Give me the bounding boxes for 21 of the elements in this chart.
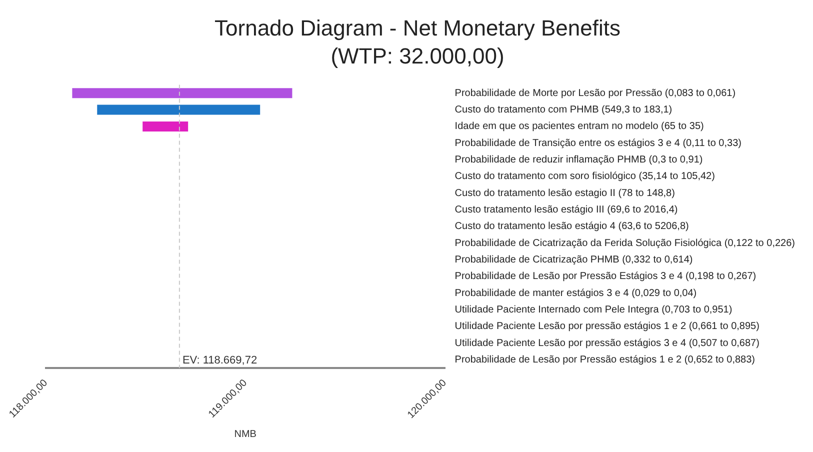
y-tick-label: Probabilidade de Cicatrização da Ferida Solução Fisiológica (0,122 to 0,226) [454, 238, 796, 249]
y-tick-label: Utilidade Paciente Lesão por pressão estágios 1 e 2 (0,661 to 0,895) [454, 321, 760, 332]
y-tick-label: Probabilidade de Lesão por Pressão estágios 1 e 2 (0,652 to 0,883) [454, 354, 756, 366]
y-tick-label: Probabilidade de Cicatrização PHMB (0,332 to 0,614) [454, 254, 693, 266]
y-tick-label: Custo do tratamento com soro fisiológico (35,14 to 105,42) [454, 171, 715, 182]
y-tick-label: Idade em que os pacientes entram no modelo (65 to 35) [454, 121, 704, 132]
chart-subtitle: (WTP: 32.000,00) [330, 44, 504, 69]
y-tick-label: Probabilidade de Lesão por Pressão Estágios 3 e 4 (0,198 to 0,267) [454, 271, 756, 282]
y-tick-label: Custo do tratamento com PHMB (549,3 to 183,1) [454, 104, 672, 116]
y-tick-label: Probabilidade de manter estágios 3 e 4 (0,029 to 0,04) [454, 288, 697, 299]
x-axis-title: NMB [234, 428, 257, 440]
y-tick-label: Probabilidade de Morte por Lesão por Pressão (0,083 to 0,061) [454, 88, 736, 99]
y-tick-label: Utilidade Paciente Internado com Pele Integra (0,703 to 0,951) [454, 304, 732, 316]
chart-title: Tornado Diagram - Net Monetary Benefits [214, 15, 620, 40]
y-tick-label: Probabilidade de reduzir inflamação PHMB (0,3 to 0,91) [454, 154, 703, 166]
ref-line-label: EV: 118.669,72 [182, 354, 258, 367]
y-tick-label: Custo tratamento lesão estágio III (69,6 to 2016,4) [454, 204, 678, 216]
y-tick-label: Custo do tratamento lesão estágio 4 (63,6 to 5206,8) [454, 221, 689, 232]
y-tick-label: Custo do tratamento lesão estagio II (78 to 148,8) [454, 188, 675, 199]
y-tick-label: Probabilidade de Transição entre os estágios 3 e 4 (0,11 to 0,33) [454, 138, 742, 149]
y-tick-label: Utilidade Paciente Lesão por pressão estágios 3 e 4 (0,507 to 0,687) [454, 338, 760, 349]
